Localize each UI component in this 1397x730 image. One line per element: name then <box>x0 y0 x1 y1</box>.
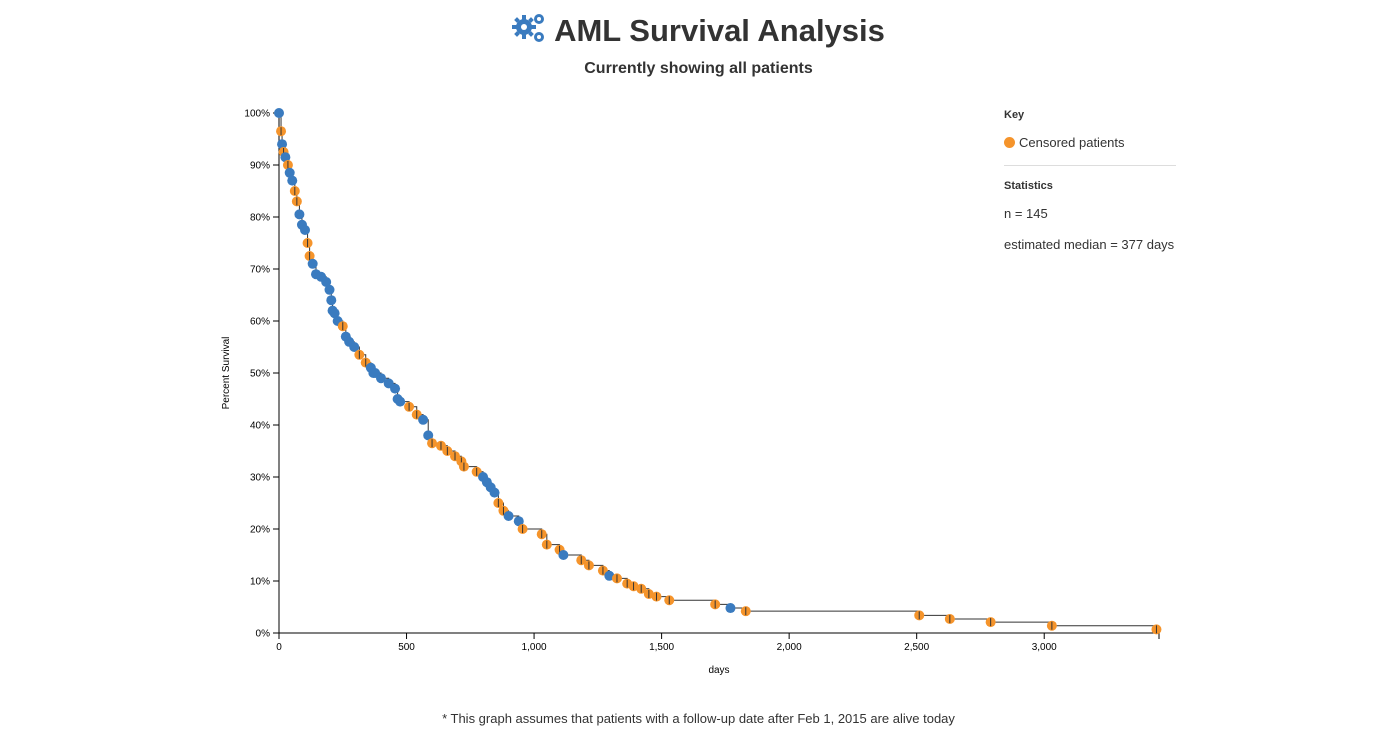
event-point <box>280 152 291 163</box>
chart-plot-area <box>274 108 1162 635</box>
event-point <box>489 487 500 498</box>
x-tick-label: 0 <box>276 642 282 653</box>
footnote: * This graph assumes that patients with … <box>442 711 955 726</box>
y-tick-label: 30% <box>250 473 270 484</box>
x-tick-label: 2,000 <box>777 642 802 653</box>
x-tick-label: 3,000 <box>1032 642 1057 653</box>
event-point <box>287 175 298 186</box>
censored-dot-icon <box>1004 137 1015 148</box>
y-tick-label: 100% <box>244 109 270 120</box>
y-tick-label: 40% <box>250 421 270 432</box>
event-point <box>274 108 284 118</box>
page-header: AML Survival Analysis <box>0 12 1397 49</box>
event-point <box>395 396 406 407</box>
event-point <box>300 225 311 235</box>
event-point <box>725 603 736 614</box>
x-tick-label: 1,500 <box>649 642 674 653</box>
statistics-heading: Statistics <box>1004 180 1053 192</box>
event-point <box>390 383 401 394</box>
event-point <box>324 284 335 295</box>
event-point <box>277 139 288 150</box>
event-point <box>503 511 514 521</box>
y-tick-label: 90% <box>250 161 270 172</box>
event-point <box>513 516 524 527</box>
event-point <box>558 550 569 560</box>
y-tick-label: 50% <box>250 369 270 380</box>
y-axis-label: Percent Survival <box>221 337 232 410</box>
x-tick-label: 1,000 <box>522 642 547 653</box>
event-point <box>604 570 615 581</box>
page-title: AML Survival Analysis <box>554 12 885 48</box>
stat-n: n = 145 <box>1004 206 1048 221</box>
x-tick-label: 500 <box>398 642 415 653</box>
event-point <box>423 430 434 441</box>
x-tick-label: 2,500 <box>904 642 929 653</box>
event-point <box>349 342 360 352</box>
stat-median: estimated median = 377 days <box>1004 237 1175 252</box>
page-subtitle: Currently showing all patients <box>584 60 813 77</box>
y-tick-label: 60% <box>250 317 270 328</box>
event-point <box>321 277 332 287</box>
event-point <box>307 258 318 269</box>
event-point <box>284 167 295 178</box>
y-tick-label: 10% <box>250 577 270 588</box>
legend-item-censored: Censored patients <box>1004 135 1176 150</box>
censored-label: Censored patients <box>1019 135 1125 150</box>
event-point <box>326 295 337 306</box>
y-tick-label: 20% <box>250 525 270 536</box>
y-tick-label: 70% <box>250 265 270 276</box>
chart-axes: 0% 10% 20% 30% 40% 50% 60% 70% 80% 90% 100% 0 500 1,0… <box>244 109 1160 653</box>
legend-divider <box>1004 165 1176 166</box>
y-tick-label: 0% <box>256 629 271 640</box>
y-tick-label: 80% <box>250 213 270 224</box>
title-row: AML Survival Analysis <box>512 12 885 49</box>
event-point <box>329 308 340 319</box>
event-point <box>294 209 305 220</box>
gears-icon <box>512 12 546 49</box>
legend-panel: Key Censored patients Statistics n = 145… <box>1004 109 1176 254</box>
event-point <box>418 414 429 425</box>
x-axis-label: days <box>708 665 729 676</box>
key-heading: Key <box>1004 109 1025 121</box>
event-point <box>376 373 387 384</box>
